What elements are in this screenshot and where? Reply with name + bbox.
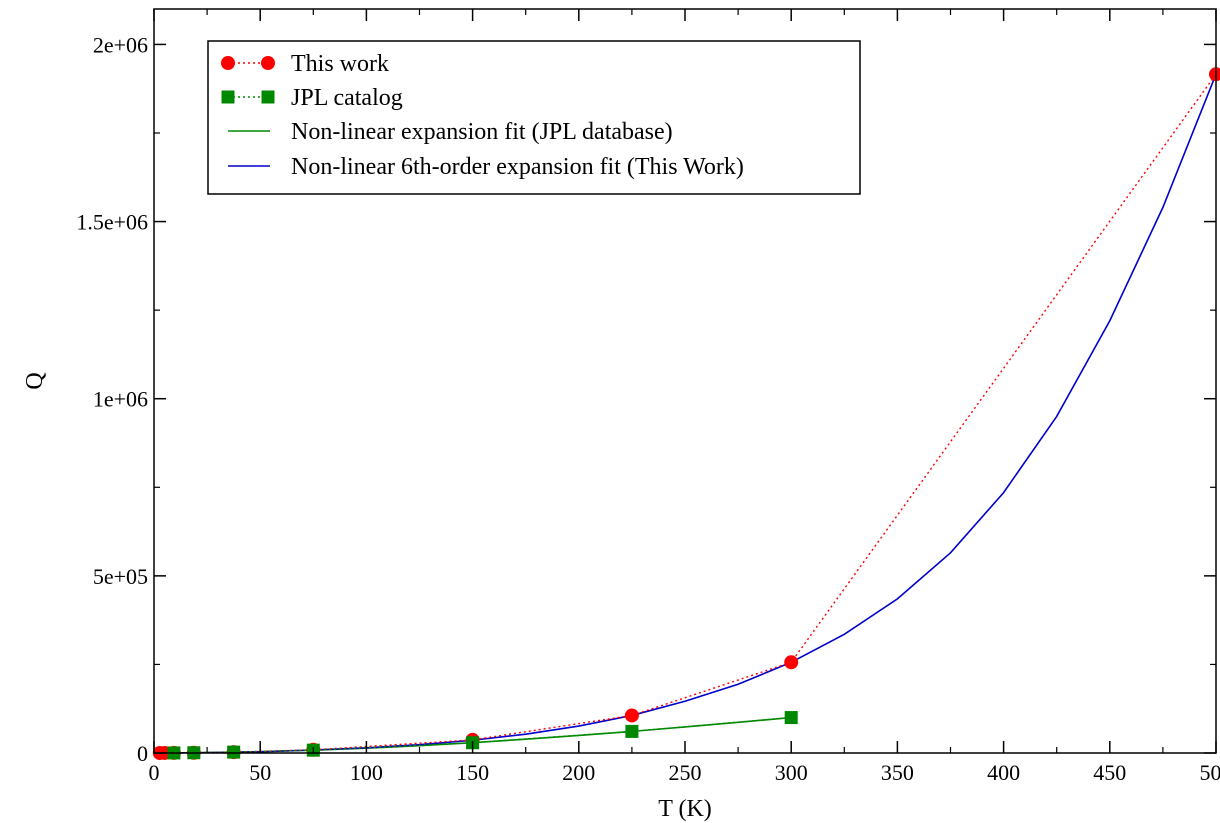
legend-marker	[261, 90, 275, 104]
legend-marker	[221, 90, 235, 104]
legend-item-jpl-catalog: JPL catalog	[221, 85, 403, 111]
x-tick-label: 450	[1093, 760, 1126, 785]
legend-label: Non-linear expansion fit (JPL database)	[291, 119, 673, 145]
data-point	[1209, 67, 1220, 82]
x-tick-label: 0	[149, 760, 160, 785]
y-tick-label: 1e+06	[93, 387, 148, 412]
data-point	[227, 745, 241, 759]
legend: This work JPL catalog Non-linear expansion…	[207, 40, 861, 195]
y-tick-label: 5e+05	[93, 564, 148, 589]
x-tick-label: 500	[1200, 760, 1220, 785]
legend-item-non-linear-6th-order-expansion-fit-this-work: Non-linear 6th-order expansion fit (This…	[228, 154, 744, 180]
legend-box	[207, 40, 861, 195]
x-tick-label: 250	[669, 760, 702, 785]
legend-label: Non-linear 6th-order expansion fit (This…	[291, 154, 744, 180]
y-tick-label: 1.5e+06	[76, 210, 148, 235]
data-point	[625, 724, 639, 738]
x-tick-label: 100	[350, 760, 383, 785]
legend-marker	[221, 56, 235, 70]
legend-label: JPL catalog	[291, 85, 403, 111]
data-point	[624, 708, 639, 723]
legend-label: This work	[291, 51, 389, 77]
x-tick-label: 50	[249, 760, 271, 785]
legend-marker	[261, 56, 275, 70]
x-tick-label: 300	[775, 760, 808, 785]
data-point	[784, 655, 799, 670]
ticks-layer: 0 50 100 150 200 250 300 350 400 450 500 0 5e+05 1e+0…	[76, 9, 1220, 785]
y-tick-label: 2e+06	[93, 32, 148, 57]
x-axis-title: T (K)	[658, 796, 712, 822]
data-point	[784, 711, 798, 725]
y-axis-title: Q	[22, 372, 48, 389]
legend-item-this-work: This work	[221, 51, 389, 77]
x-tick-label: 200	[562, 760, 595, 785]
x-tick-label: 350	[881, 760, 914, 785]
x-tick-label: 400	[987, 760, 1020, 785]
y-tick-label: 0	[137, 741, 148, 766]
legend-item-non-linear-expansion-fit-jpl-database: Non-linear expansion fit (JPL database)	[228, 119, 673, 145]
x-tick-label: 150	[456, 760, 489, 785]
